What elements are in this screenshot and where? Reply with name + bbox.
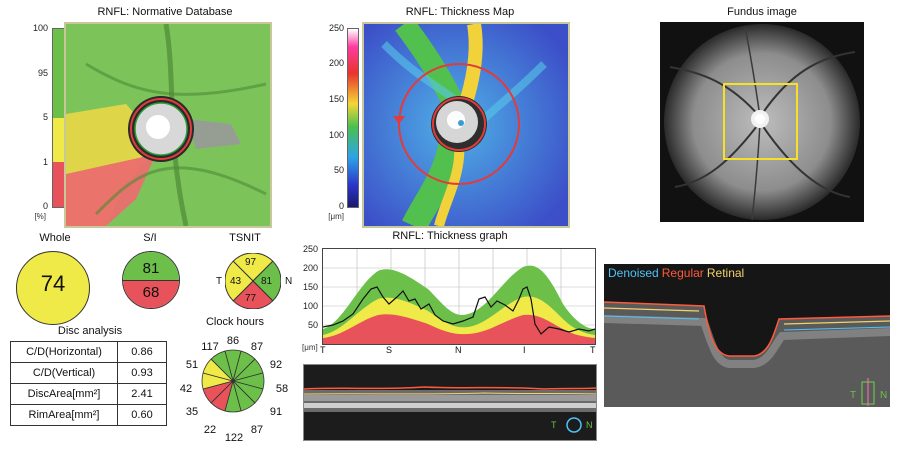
clock-hours-title: Clock hours <box>205 316 265 328</box>
clock-hour-sector <box>210 350 234 383</box>
disc-label: C/D(Vertical) <box>10 362 118 384</box>
table-row: C/D(Vertical) 0.93 <box>10 362 167 384</box>
i-value: 68 <box>142 284 160 301</box>
clock-hour-value: 35 <box>185 406 199 418</box>
tsnit-n: 81 <box>261 276 273 287</box>
clock-hour-value: 42 <box>179 383 193 395</box>
table-row: C/D(Horizontal) 0.86 <box>10 341 167 363</box>
graph-y-tick: 50 <box>307 320 318 330</box>
graph-y-unit: [μm] <box>302 343 318 352</box>
normative-map <box>64 22 272 228</box>
graph-x-label: N <box>455 345 462 355</box>
clock-hour-value: 87 <box>250 341 264 353</box>
tsnit-n-side: N <box>285 276 293 287</box>
thickness-map <box>362 22 570 228</box>
disc-value: 0.93 <box>117 362 167 384</box>
whole-label: Whole <box>39 232 71 244</box>
thickness-color-scale <box>347 28 359 208</box>
disc-label: RimArea[mm²] <box>10 404 118 426</box>
tsnit-i: 77 <box>245 293 257 304</box>
whole-badge <box>16 251 90 325</box>
fundus-image <box>660 22 864 222</box>
legend-regular: Regular <box>661 266 704 280</box>
graph-x-label: T <box>590 345 596 355</box>
line-bscan-n: N <box>880 390 888 401</box>
disc-label: DiscArea[mm²] <box>10 383 118 405</box>
graph-x-label: T <box>320 345 326 355</box>
circular-bscan <box>303 364 597 441</box>
thickness-graph <box>322 248 596 345</box>
thickness-scale-unit: [μm] <box>328 212 344 221</box>
thickness-scale-tick: 150 <box>328 94 344 104</box>
thickness-scale-tick: 50 <box>333 165 344 175</box>
graph-x-label: I <box>523 345 526 355</box>
normative-scale-tick: 1 <box>42 157 48 167</box>
graph-y-tick: 100 <box>302 301 318 311</box>
bscan-left-n: N <box>586 420 593 430</box>
normative-scale-tick: 95 <box>37 68 48 78</box>
normative-scale-tick: 0 <box>42 201 48 211</box>
whole-value: 74 <box>40 271 66 296</box>
clock-hour-value: 86 <box>226 335 240 347</box>
clock-hour-value: 87 <box>250 424 264 436</box>
thickness-scale-tick: 100 <box>328 130 344 140</box>
tsnit-label: TSNIT <box>229 232 261 244</box>
fundus-title: Fundus image <box>727 6 797 18</box>
legend-retinal: Retinal <box>706 266 745 280</box>
graph-y-tick: 150 <box>302 282 318 292</box>
normative-scale-tick: 5 <box>42 112 48 122</box>
line-bscan-legend: Denoised Regular Retinal <box>608 266 744 280</box>
normative-scale-unit: [%] <box>34 212 46 221</box>
tsnit-t-side: T <box>216 276 223 287</box>
clock-hours-chart <box>200 348 266 414</box>
table-row: DiscArea[mm²] 2.41 <box>10 383 167 405</box>
graph-y-tick: 200 <box>302 263 318 273</box>
clock-hour-value: 51 <box>185 359 199 371</box>
thickness-scale-tick: 250 <box>328 23 344 33</box>
thickness-graph-title: RNFL: Thickness graph <box>392 230 508 242</box>
bscan-left-t: T <box>551 420 557 430</box>
tsnit-s: 97 <box>245 257 257 268</box>
line-bscan <box>604 264 890 407</box>
disc-analysis-table: C/D(Horizontal) 0.86 C/D(Vertical) 0.93 Di… <box>10 341 167 426</box>
tsnit-t: 43 <box>230 276 242 287</box>
s-value: 81 <box>142 260 160 277</box>
clock-hour-value: 117 <box>201 341 219 353</box>
disc-value: 0.60 <box>117 404 167 426</box>
disc-analysis-title: Disc analysis <box>57 325 123 337</box>
graph-y-tick: 250 <box>302 244 318 254</box>
clock-hour-value: 58 <box>275 383 289 395</box>
line-bscan-t: T <box>850 390 857 401</box>
clock-hour-value: 22 <box>203 424 217 436</box>
graph-x-label: S <box>386 345 393 355</box>
thickness-map-title: RNFL: Thickness Map <box>405 6 515 18</box>
disc-value: 2.41 <box>117 383 167 405</box>
normative-scale-tick: 100 <box>32 23 48 33</box>
si-label: S/I <box>143 232 157 244</box>
clock-hour-value: 91 <box>269 406 283 418</box>
table-row: RimArea[mm²] 0.60 <box>10 404 167 426</box>
clock-hour-value: 92 <box>269 359 283 371</box>
tsnit-badge <box>224 252 282 310</box>
si-badge <box>122 251 180 309</box>
disc-value: 0.86 <box>117 341 167 363</box>
thickness-scale-tick: 0 <box>338 201 344 211</box>
disc-label: C/D(Horizontal) <box>10 341 118 363</box>
legend-denoised: Denoised <box>608 266 659 280</box>
thickness-scale-tick: 200 <box>328 58 344 68</box>
clock-hour-value: 122 <box>224 432 244 444</box>
normative-title: RNFL: Normative Database <box>97 6 233 18</box>
